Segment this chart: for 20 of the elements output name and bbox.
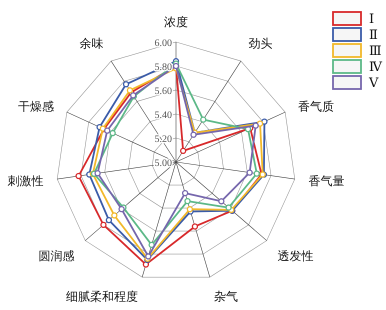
spoke-label: 香气量: [308, 174, 345, 188]
spoke-label: 杂气: [214, 290, 238, 304]
y-tick-label: 5.80: [154, 62, 172, 73]
spoke-label: 香气质: [298, 99, 334, 114]
legend-label: Ⅲ: [369, 43, 382, 58]
spoke-label: 干燥感: [18, 99, 54, 114]
spoke-label: 余味: [80, 36, 104, 50]
spoke-label: 劲头: [248, 36, 272, 50]
y-tick-label: 5.60: [154, 86, 172, 97]
legend-label: Ⅰ: [369, 11, 374, 26]
spoke-label: 透发性: [277, 248, 314, 263]
spoke-label: 刺激性: [7, 174, 44, 188]
spoke-label: 圆润感: [38, 248, 75, 263]
spoke-label: 浓度: [164, 15, 188, 29]
legend-label: Ⅴ: [368, 75, 379, 90]
y-tick-label: 5.40: [154, 110, 172, 121]
y-tick-label: 6.00: [154, 38, 172, 49]
legend-label: Ⅳ: [369, 59, 383, 74]
legend-label: Ⅱ: [369, 27, 378, 42]
spoke-label: 细腻柔和程度: [66, 290, 138, 304]
